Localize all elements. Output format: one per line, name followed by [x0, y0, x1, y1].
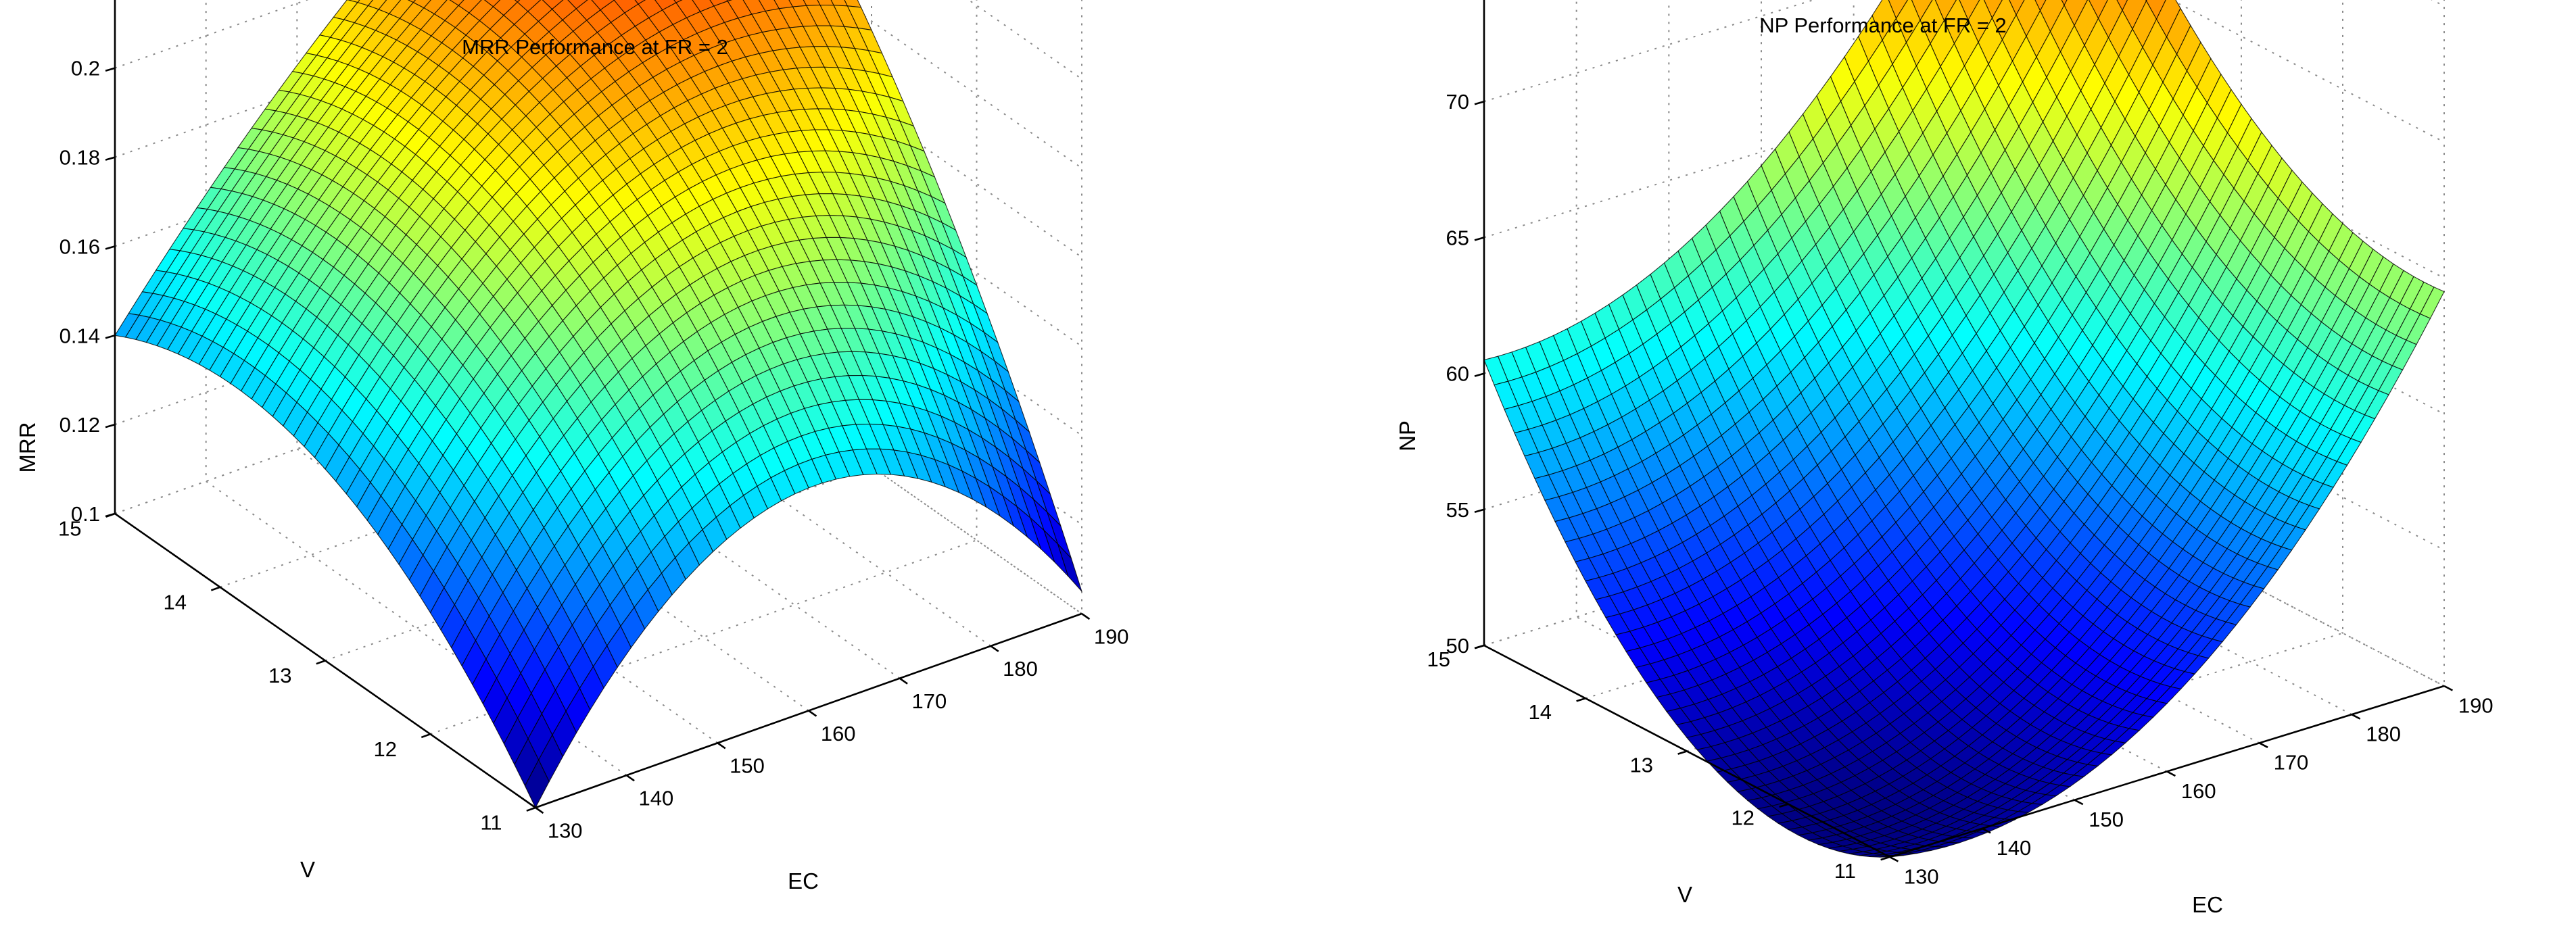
- x-tick: [717, 742, 726, 750]
- y-tick: [1779, 803, 1789, 808]
- y-tick: [1880, 856, 1890, 861]
- y-tick-label: 15: [1427, 647, 1450, 671]
- x-tick-label: 170: [911, 689, 947, 713]
- surface: [114, 0, 1082, 809]
- z-tick-label: 70: [1446, 90, 1469, 114]
- x-tick: [899, 677, 908, 685]
- x-gridline: [478, 0, 901, 679]
- z-tick: [105, 512, 116, 518]
- z-axis-label: NP: [1395, 420, 1420, 451]
- mrr-surface-chart: 130 140 150 160 170 180 190 11 12 13 14 150.1 0.12 0.…: [15, 0, 1129, 893]
- x-tick: [625, 775, 635, 782]
- y-axis-label: V: [1677, 882, 1692, 907]
- y-tick-label: 12: [1731, 806, 1754, 830]
- z-tick: [1474, 644, 1485, 649]
- y-tick: [316, 660, 326, 665]
- z-axis-label: MRR: [15, 422, 40, 472]
- x-gridline: [661, 0, 1082, 614]
- z-tick-label: 0.12: [59, 413, 100, 437]
- x-tick: [1081, 612, 1091, 620]
- y-gridline: [1889, 0, 2445, 858]
- x-tick: [1889, 856, 1899, 862]
- z-tick-label: 0.2: [71, 57, 100, 80]
- surface: [1483, 0, 2445, 858]
- x-tick: [2166, 770, 2176, 777]
- y-tick-label: 13: [1629, 753, 1652, 777]
- tick-labels: 130 140 150 160 170 180 190 11 12 13 14 150.1 0.12 0.…: [58, 57, 1129, 843]
- z-tick: [105, 423, 116, 428]
- z-tick-label: 55: [1446, 498, 1469, 522]
- z-tick-label: 0.16: [59, 235, 100, 258]
- y-tick-label: 11: [1834, 859, 1856, 883]
- z-tick: [105, 67, 116, 72]
- z-tick-label: 65: [1446, 226, 1469, 249]
- z-gridline: [1483, 0, 2445, 143]
- z-tick: [1474, 100, 1485, 105]
- x-tick-label: 190: [2458, 693, 2494, 717]
- z-tick: [105, 156, 116, 161]
- y-tick: [1677, 750, 1688, 755]
- x-axis-label: EC: [788, 868, 819, 893]
- x-tick-label: 140: [638, 787, 673, 810]
- x-tick-label: 190: [1094, 624, 1129, 648]
- y-gridline: [1686, 0, 2242, 752]
- z-tick: [1474, 372, 1485, 377]
- x-axis-label: EC: [2192, 892, 2223, 917]
- x-tick: [2074, 799, 2084, 806]
- y-axis-label: V: [300, 857, 315, 882]
- y-tick: [1576, 697, 1586, 702]
- y-tick-label: 12: [374, 737, 397, 761]
- z-tick-label: 0.18: [59, 146, 100, 170]
- chart-title: MRR Performance at FR = 2: [462, 35, 728, 59]
- surface-patch: [524, 759, 550, 809]
- x-tick-label: 130: [548, 818, 583, 842]
- z-tick-label: 0.14: [59, 324, 100, 347]
- x-tick-label: 170: [2274, 751, 2309, 775]
- z-tick: [1474, 237, 1485, 241]
- chart-title: NP Performance at FR = 2: [1759, 14, 2007, 37]
- x-tick: [1982, 827, 1991, 834]
- z-tick: [1474, 508, 1485, 514]
- x-tick-label: 150: [2089, 808, 2124, 831]
- y-tick: [526, 806, 536, 812]
- x-tick: [2351, 714, 2361, 720]
- x-tick-label: 130: [1904, 864, 1939, 888]
- y-tick: [421, 733, 431, 739]
- y-tick-label: 11: [480, 811, 502, 835]
- z-tick-label: 0.1: [71, 502, 100, 526]
- x-tick-label: 160: [821, 722, 856, 745]
- x-tick: [808, 710, 817, 717]
- surface-patch: [2034, 0, 2047, 12]
- y-tick-label: 13: [268, 664, 291, 687]
- x-tick-label: 150: [730, 754, 765, 778]
- x-tick-label: 160: [2181, 779, 2216, 803]
- y-tick-label: 14: [1528, 700, 1551, 724]
- y-tick-label: 15: [58, 517, 81, 541]
- z-tick: [105, 335, 116, 339]
- x-tick: [990, 645, 999, 652]
- z-gridline: [1483, 473, 2445, 687]
- y-gridline: [1788, 0, 2343, 805]
- surface-patch: [2061, 0, 2068, 7]
- x-tick: [535, 806, 544, 814]
- x-tick: [2259, 742, 2268, 748]
- x-tick-label: 140: [1997, 836, 2032, 860]
- z-tick-label: 50: [1446, 634, 1469, 658]
- z-tick: [105, 245, 116, 250]
- x-tick: [2443, 685, 2454, 691]
- y-tick-label: 14: [164, 590, 187, 614]
- y-tick: [210, 586, 220, 591]
- z-tick-label: 60: [1446, 362, 1469, 386]
- surface-patch: [2116, 0, 2128, 11]
- x-gridline: [569, 0, 991, 647]
- x-tick-label: 180: [2366, 722, 2401, 745]
- x-tick-label: 180: [1003, 657, 1038, 681]
- x-gridline: [387, 0, 809, 712]
